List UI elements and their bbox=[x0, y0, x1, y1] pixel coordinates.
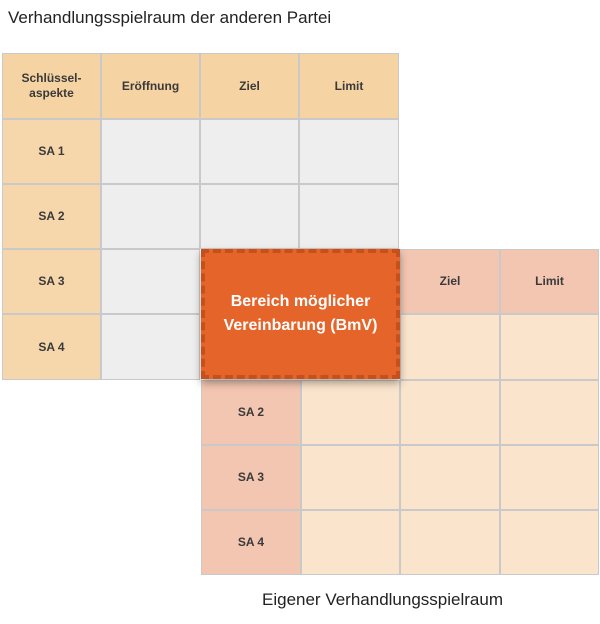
row-label-sa2: SA 2 bbox=[2, 184, 101, 249]
zopa-label-line1: Bereich möglicher bbox=[230, 293, 371, 310]
table-cell bbox=[299, 184, 399, 249]
own-row-label-sa4: SA 4 bbox=[201, 510, 301, 575]
header-limit: Limit bbox=[299, 53, 399, 119]
zopa-box: Bereich möglicher Vereinbarung (BmV) bbox=[201, 249, 400, 379]
table-cell bbox=[200, 119, 299, 184]
header-target: Ziel bbox=[200, 53, 299, 119]
row-label-sa4: SA 4 bbox=[2, 314, 101, 380]
table-cell bbox=[101, 249, 200, 314]
own-title: Eigener Verhandlungsspielraum bbox=[262, 590, 503, 609]
table-cell bbox=[301, 445, 400, 510]
own-header-limit: Limit bbox=[500, 249, 599, 314]
table-cell bbox=[101, 314, 200, 380]
header-key-aspects: Schlüssel- aspekte bbox=[2, 53, 101, 119]
own-row-label-sa2: SA 2 bbox=[201, 380, 301, 445]
zopa-label-line2: Vereinbarung (BmV) bbox=[223, 317, 378, 334]
table-cell bbox=[400, 510, 500, 575]
table-cell bbox=[101, 184, 200, 249]
table-cell bbox=[500, 314, 599, 380]
table-cell bbox=[299, 119, 399, 184]
row-label-sa3: SA 3 bbox=[2, 249, 101, 314]
table-cell bbox=[301, 380, 400, 445]
table-cell bbox=[400, 380, 500, 445]
table-cell bbox=[101, 119, 200, 184]
table-cell bbox=[500, 445, 599, 510]
own-row-label-sa3: SA 3 bbox=[201, 445, 301, 510]
own-header-target: Ziel bbox=[400, 249, 500, 314]
table-cell bbox=[400, 445, 500, 510]
table-cell bbox=[500, 380, 599, 445]
header-opening: Eröffnung bbox=[101, 53, 200, 119]
row-label-sa1: SA 1 bbox=[2, 119, 101, 184]
table-cell bbox=[200, 184, 299, 249]
table-cell bbox=[400, 314, 500, 380]
table-cell bbox=[500, 510, 599, 575]
table-cell bbox=[301, 510, 400, 575]
other-party-title: Verhandlungsspielraum der anderen Partei bbox=[8, 8, 332, 27]
